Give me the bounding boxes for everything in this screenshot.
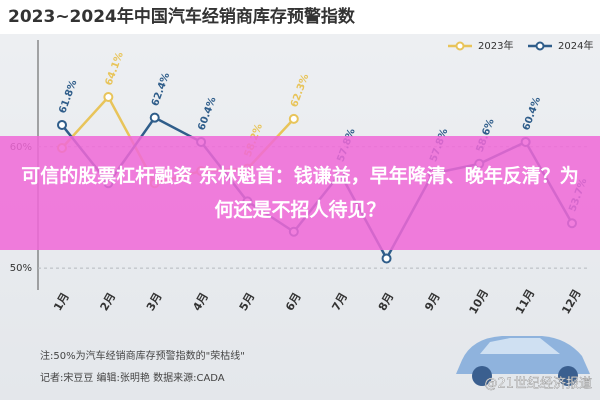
- x-tick-label: 1月: [51, 290, 72, 313]
- point: [57, 119, 67, 130]
- point: [103, 92, 114, 103]
- x-tick-label: 10月: [467, 287, 491, 316]
- x-tick-label: 5月: [237, 290, 258, 313]
- x-tick-label: 3月: [144, 290, 165, 313]
- car-wheel: [472, 366, 492, 386]
- overlay-banner: 可信的股票杠杆融资 东林魁首：钱谦益，早年降清、晚年反清？为何还是不招人待见？: [0, 136, 600, 250]
- x-tick-label: 4月: [190, 290, 211, 313]
- value-label: 64.1%: [104, 51, 126, 87]
- car-wheel: [558, 366, 578, 386]
- x-tick-label: 11月: [513, 287, 537, 316]
- car-window: [480, 338, 560, 354]
- watermark: @21世纪经济报道: [484, 377, 592, 392]
- point: [381, 253, 392, 264]
- chart-title: 2023~2024年中国汽车经销商库存预警指数: [8, 6, 356, 27]
- y-tick-label: 50%: [10, 263, 32, 274]
- title-bar: [0, 0, 600, 34]
- overlay-text: 可信的股票杠杆融资 东林魁首：钱谦益，早年降清、晚年反清？为何还是不招人待见？: [21, 165, 579, 221]
- point: [288, 113, 299, 124]
- footer-note: 注:50%为汽车经销商库存预警指数的"荣枯线": [40, 349, 245, 362]
- legend-marker: [535, 41, 545, 51]
- legend-label: 2024年: [558, 39, 593, 52]
- legend-label: 2023年: [478, 39, 513, 52]
- value-label: 60.4%: [521, 96, 543, 132]
- value-label: 61.8%: [57, 79, 79, 115]
- x-tick-label: 2月: [98, 290, 119, 313]
- x-tick-label: 7月: [329, 290, 350, 313]
- x-tick-label: 12月: [559, 287, 583, 316]
- x-tick-label: 6月: [283, 290, 304, 313]
- point: [149, 112, 160, 123]
- value-label: 62.4%: [150, 71, 172, 107]
- x-tick-label: 9月: [422, 290, 443, 313]
- legend-marker: [455, 41, 465, 51]
- footer-credits: 记者:宋豆豆 编辑:张明艳 数据来源:CADA: [40, 371, 225, 384]
- value-label: 60.4%: [196, 96, 218, 132]
- value-label: 62.3%: [289, 73, 311, 109]
- x-tick-label: 8月: [376, 290, 397, 313]
